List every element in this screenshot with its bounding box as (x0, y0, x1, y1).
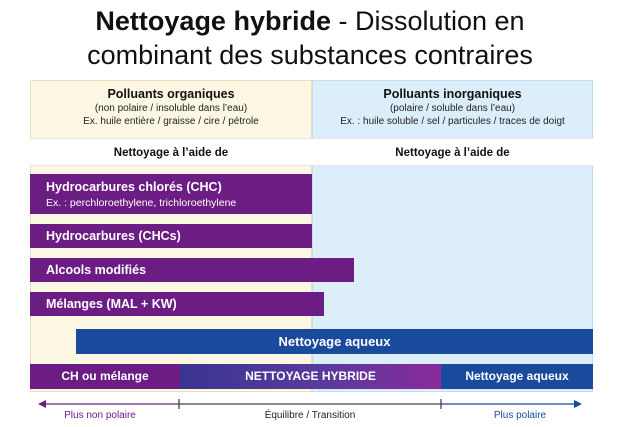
axis-label-nonpolar: Plus non polaire (64, 410, 136, 421)
segment-aqueous: Nettoyage aqueux (441, 364, 593, 389)
bar-hydrocarbons: Hydrocarbures (CHCs) (30, 224, 312, 248)
axis-label-polar: Plus polaire (493, 410, 547, 421)
axis-label-transition: Équilibre / Transition (264, 410, 356, 421)
arrow-right-icon (574, 400, 582, 408)
title-line2: combinant des substances contraires (87, 40, 533, 70)
organic-usage-label: Nettoyage à l’aide de (30, 138, 312, 166)
inorganic-heading: Polluants inorganiques (383, 87, 522, 101)
inorganic-usage-label: Nettoyage à l’aide de (312, 138, 593, 166)
title-bold: Nettoyage hybride (95, 6, 331, 36)
arrow-left-icon (38, 400, 46, 408)
page-title: Nettoyage hybride - Dissolution en combi… (0, 4, 620, 72)
bar-chlorinated-hydrocarbons: Hydrocarbures chlorés (CHC) Ex. : perchl… (30, 174, 312, 214)
organic-heading: Polluants organiques (107, 87, 235, 101)
bar-aqueous-cleaning: Nettoyage aqueux (76, 329, 593, 354)
title-rest: - Dissolution en (330, 6, 525, 36)
inorganic-header: Polluants inorganiques (polaire / solubl… (312, 86, 593, 128)
segment-ch-or-mixture: CH ou mélange (30, 364, 180, 389)
polarity-axis (38, 399, 582, 409)
bar-modified-alcohols: Alcools modifiés (30, 258, 354, 282)
bar-mixtures: Mélanges (MAL + KW) (30, 292, 324, 316)
organic-sub2: Ex. huile entière / graisse / cire / pét… (83, 116, 259, 127)
inorganic-sub2: Ex. : huile soluble / sel / particules /… (340, 116, 565, 127)
organic-sub1: (non polaire / insoluble dans l’eau) (94, 103, 248, 114)
organic-header: Polluants organiques (non polaire / inso… (30, 86, 312, 128)
segment-hybrid-cleaning: NETTOYAGE HYBRIDE (180, 364, 441, 389)
bar-chc-label: Hydrocarbures chlorés (CHC) (46, 180, 222, 194)
bar-chc-example: Ex. : perchloroethylene, trichloroethyle… (46, 197, 237, 209)
inorganic-sub1: (polaire / soluble dans l’eau) (389, 103, 516, 114)
